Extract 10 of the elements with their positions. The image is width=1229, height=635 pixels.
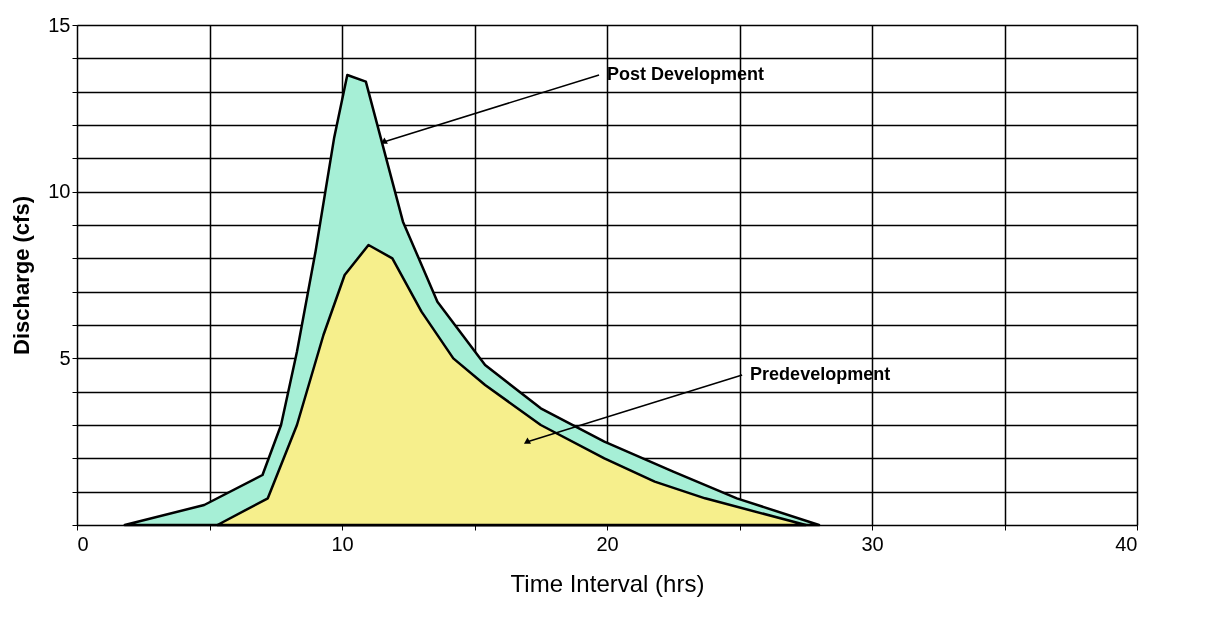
x-tick-label: 30	[861, 532, 884, 555]
x-axis-title: Time Interval (hrs)	[510, 569, 705, 597]
y-axis-title: Discharge (cfs)	[9, 196, 35, 355]
x-tick-label: 40	[1115, 532, 1138, 555]
x-tick-label: 20	[596, 532, 619, 555]
x-tick-label: 10	[331, 532, 354, 555]
y-tick-label: 10	[48, 180, 71, 203]
x-tick-label: 0	[77, 532, 89, 555]
y-tick-label: 15	[48, 13, 71, 36]
y-tick-label: 5	[59, 346, 71, 369]
